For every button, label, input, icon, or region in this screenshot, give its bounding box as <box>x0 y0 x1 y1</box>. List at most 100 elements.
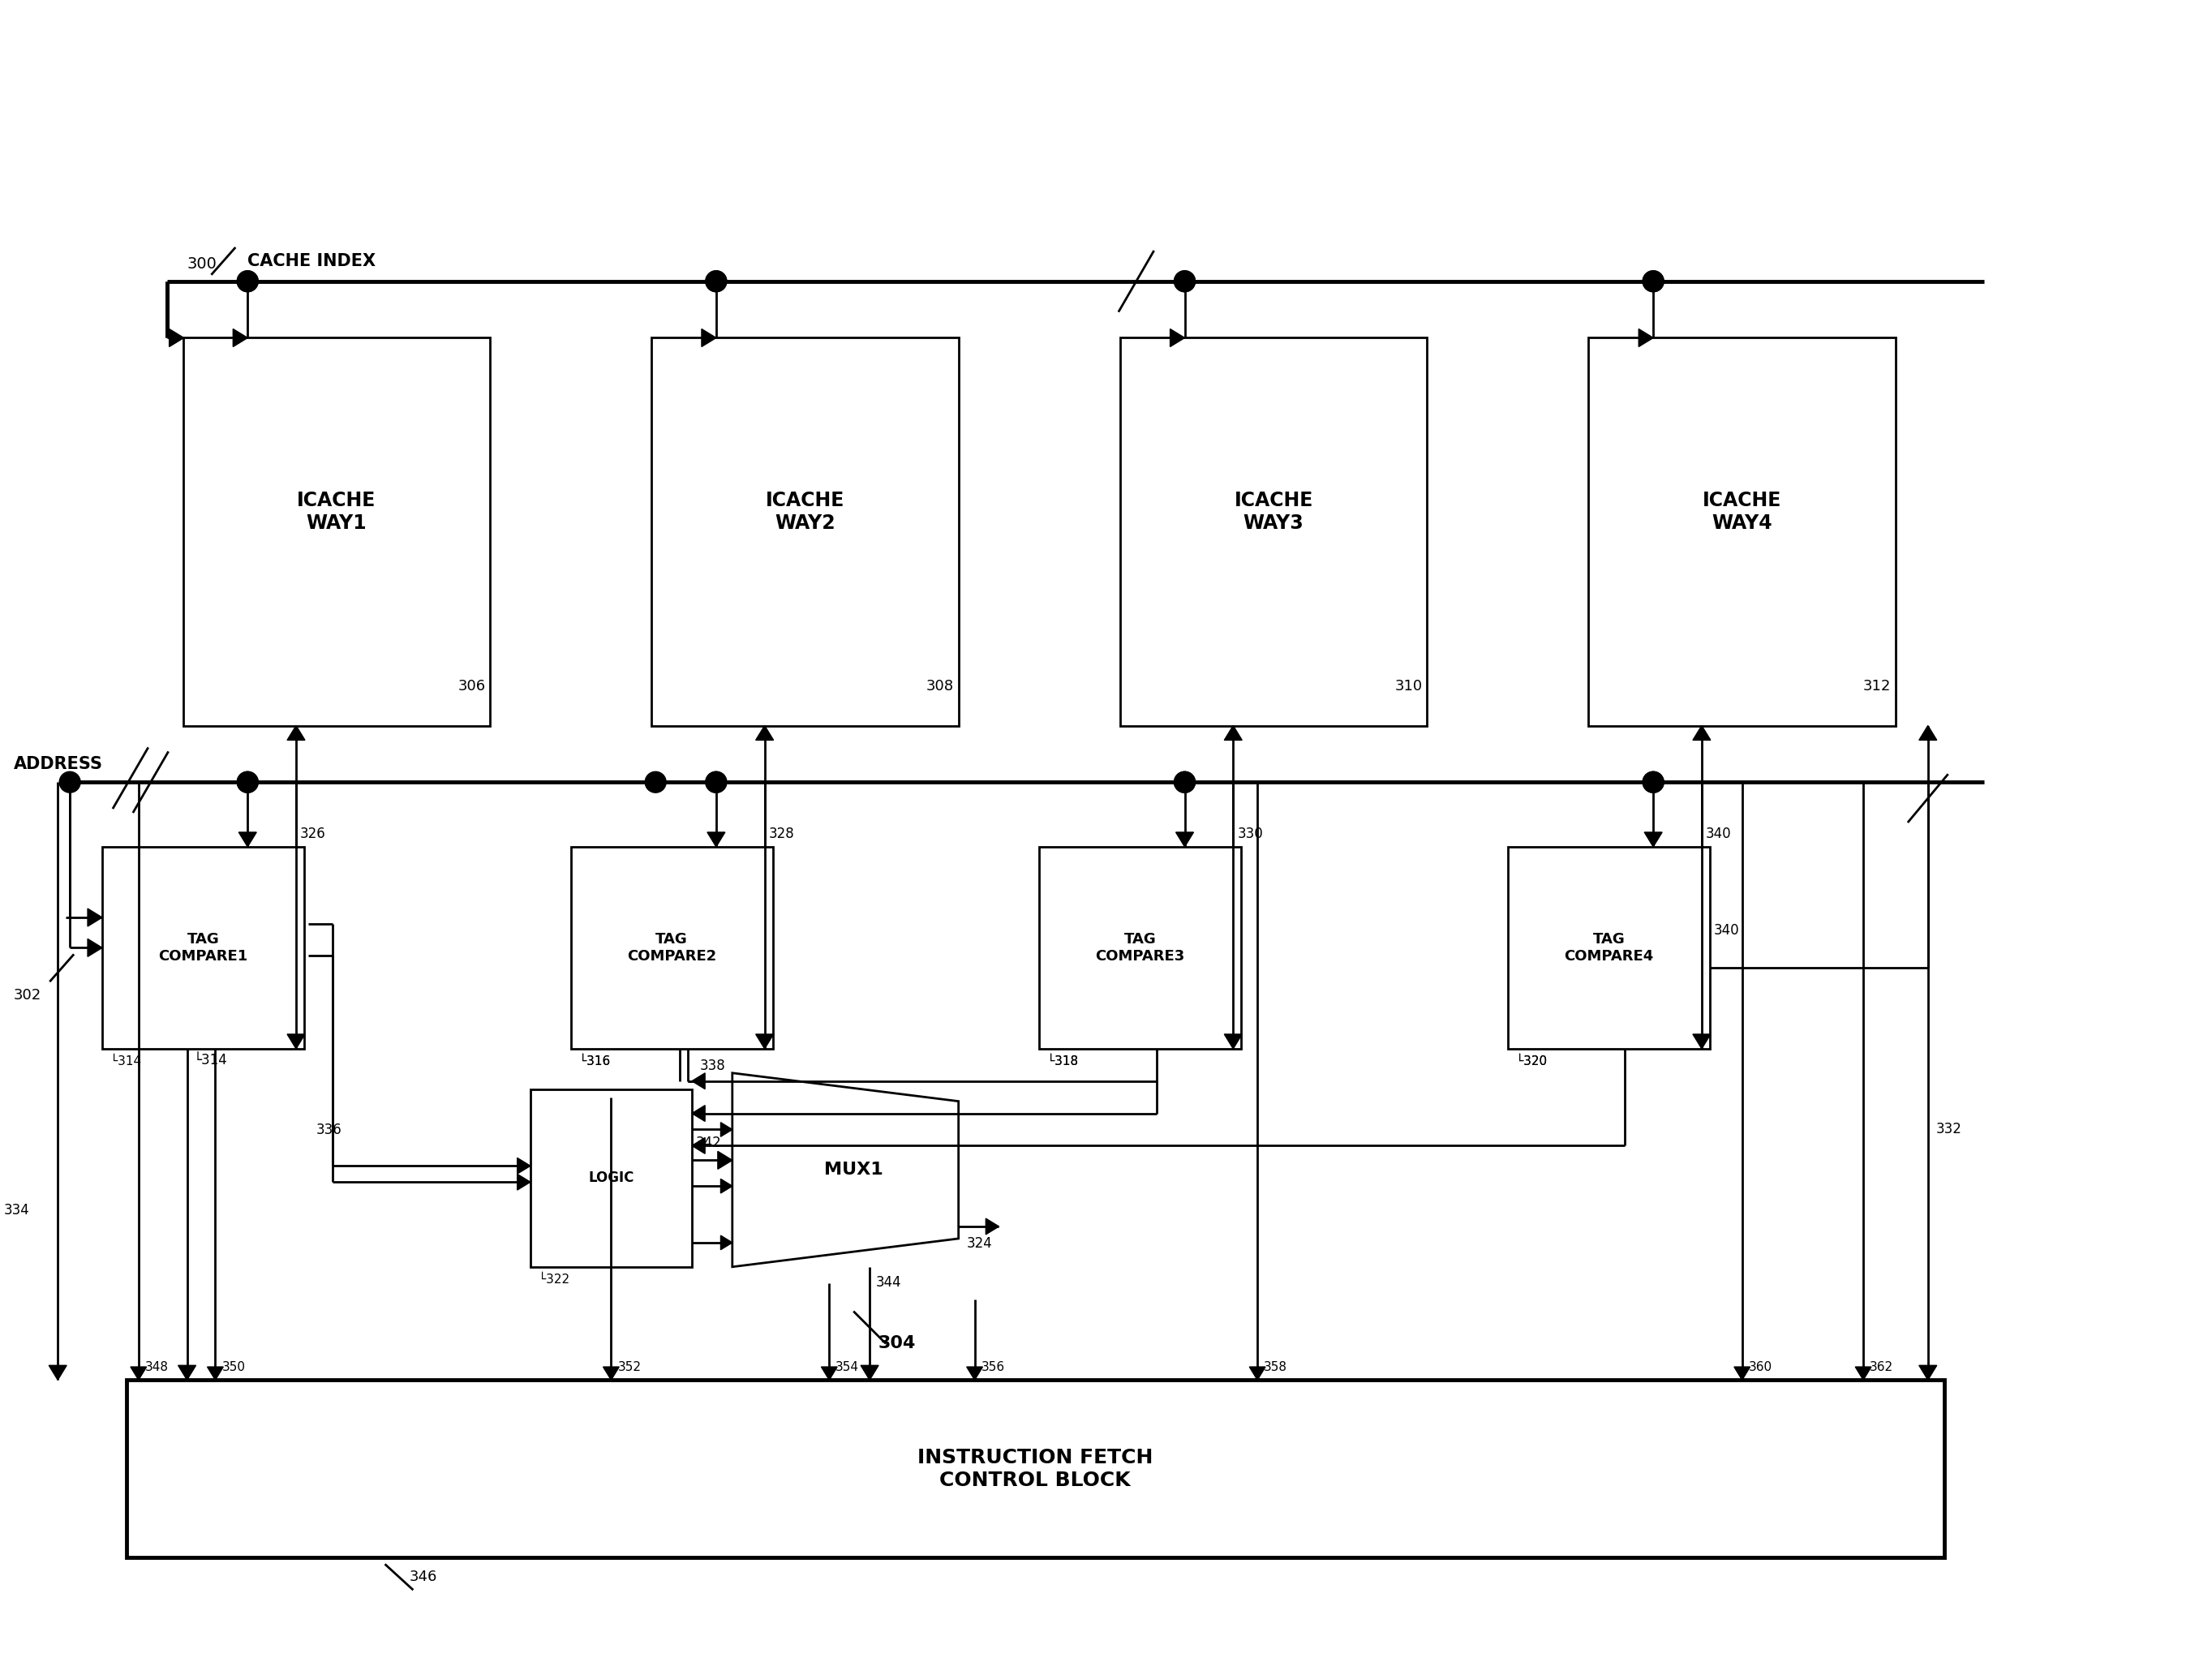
Bar <box>531 1089 692 1267</box>
Text: └318: └318 <box>1046 1054 1077 1068</box>
Polygon shape <box>757 1035 774 1050</box>
Text: ADDRESS: ADDRESS <box>13 756 102 773</box>
Text: TAG
COMPARE2: TAG COMPARE2 <box>626 932 717 963</box>
Polygon shape <box>1177 832 1194 847</box>
Text: └322: └322 <box>538 1273 568 1285</box>
Bar <box>1588 338 1896 726</box>
Text: └314: └314 <box>111 1054 142 1068</box>
Text: 306: 306 <box>458 678 484 693</box>
Text: 308: 308 <box>927 678 953 693</box>
Polygon shape <box>49 1366 66 1379</box>
Polygon shape <box>232 328 248 347</box>
Text: 330: 330 <box>1237 827 1263 841</box>
Polygon shape <box>604 1366 619 1379</box>
Circle shape <box>237 270 259 292</box>
Polygon shape <box>1223 726 1243 739</box>
Bar <box>102 847 305 1050</box>
Text: 360: 360 <box>1747 1361 1772 1373</box>
Text: 328: 328 <box>768 827 794 841</box>
Bar <box>1040 847 1241 1050</box>
Polygon shape <box>1692 1035 1710 1050</box>
Text: └314: └314 <box>192 1053 228 1068</box>
Circle shape <box>1175 270 1194 292</box>
Bar <box>184 338 489 726</box>
Polygon shape <box>288 1035 305 1050</box>
Circle shape <box>1644 270 1663 292</box>
Text: 334: 334 <box>4 1204 29 1217</box>
Text: └316: └316 <box>580 1054 611 1068</box>
Polygon shape <box>131 1366 146 1379</box>
Text: CACHE INDEX: CACHE INDEX <box>248 254 376 269</box>
Polygon shape <box>1170 328 1186 347</box>
Polygon shape <box>239 832 257 847</box>
Polygon shape <box>518 1157 531 1174</box>
Polygon shape <box>170 328 184 347</box>
Circle shape <box>60 771 80 793</box>
Polygon shape <box>1250 1366 1265 1379</box>
Polygon shape <box>1223 1035 1243 1050</box>
Text: 356: 356 <box>982 1361 1004 1373</box>
Bar <box>653 338 958 726</box>
Bar <box>571 847 772 1050</box>
Text: 358: 358 <box>1263 1361 1287 1373</box>
Text: 302: 302 <box>13 988 42 1003</box>
Text: ICACHE
WAY1: ICACHE WAY1 <box>296 491 376 532</box>
Polygon shape <box>1644 832 1661 847</box>
Text: └316: └316 <box>580 1054 611 1068</box>
Text: TAG
COMPARE3: TAG COMPARE3 <box>1095 932 1186 963</box>
Polygon shape <box>860 1366 878 1379</box>
Text: 300: 300 <box>188 257 217 272</box>
Polygon shape <box>821 1366 838 1379</box>
Polygon shape <box>721 1179 732 1194</box>
Text: INSTRUCTION FETCH
CONTROL BLOCK: INSTRUCTION FETCH CONTROL BLOCK <box>918 1447 1152 1491</box>
Polygon shape <box>967 1366 982 1379</box>
Circle shape <box>237 270 259 292</box>
Circle shape <box>1175 771 1194 793</box>
Polygon shape <box>692 1073 706 1089</box>
Polygon shape <box>1692 726 1710 739</box>
Polygon shape <box>708 832 726 847</box>
Text: LOGIC: LOGIC <box>588 1171 635 1185</box>
Polygon shape <box>692 1137 706 1154</box>
Bar <box>1509 847 1710 1050</box>
Text: 340: 340 <box>1705 827 1732 841</box>
Text: 312: 312 <box>1863 678 1891 693</box>
Circle shape <box>646 771 666 793</box>
Text: MUX1: MUX1 <box>825 1162 883 1179</box>
Polygon shape <box>518 1174 531 1190</box>
Polygon shape <box>208 1366 223 1379</box>
Text: 310: 310 <box>1396 678 1422 693</box>
Text: ICACHE
WAY2: ICACHE WAY2 <box>765 491 845 532</box>
Polygon shape <box>1920 726 1938 739</box>
Text: └320: └320 <box>1515 1054 1546 1068</box>
Circle shape <box>1644 270 1663 292</box>
Polygon shape <box>732 1073 958 1267</box>
Text: 362: 362 <box>1869 1361 1893 1373</box>
Polygon shape <box>88 909 102 927</box>
Polygon shape <box>1639 328 1652 347</box>
Text: 336: 336 <box>316 1122 343 1137</box>
Polygon shape <box>987 1219 1000 1235</box>
Circle shape <box>706 771 728 793</box>
Text: 350: 350 <box>221 1361 246 1373</box>
Polygon shape <box>1920 1366 1938 1379</box>
Bar <box>1119 338 1427 726</box>
Text: └320: └320 <box>1515 1054 1546 1068</box>
Circle shape <box>1175 270 1194 292</box>
Circle shape <box>237 771 259 793</box>
Polygon shape <box>88 938 102 957</box>
Polygon shape <box>757 726 774 739</box>
Polygon shape <box>692 1106 706 1121</box>
Circle shape <box>237 771 259 793</box>
Text: 352: 352 <box>617 1361 641 1373</box>
Text: TAG
COMPARE1: TAG COMPARE1 <box>159 932 248 963</box>
Text: ICACHE
WAY3: ICACHE WAY3 <box>1234 491 1314 532</box>
Text: TAG
COMPARE4: TAG COMPARE4 <box>1564 932 1655 963</box>
Text: 354: 354 <box>836 1361 858 1373</box>
Polygon shape <box>717 1151 732 1169</box>
Bar <box>126 1379 1944 1557</box>
Polygon shape <box>179 1366 197 1379</box>
Text: ICACHE
WAY4: ICACHE WAY4 <box>1703 491 1781 532</box>
Text: 340: 340 <box>1714 924 1739 938</box>
Text: 346: 346 <box>409 1570 438 1585</box>
